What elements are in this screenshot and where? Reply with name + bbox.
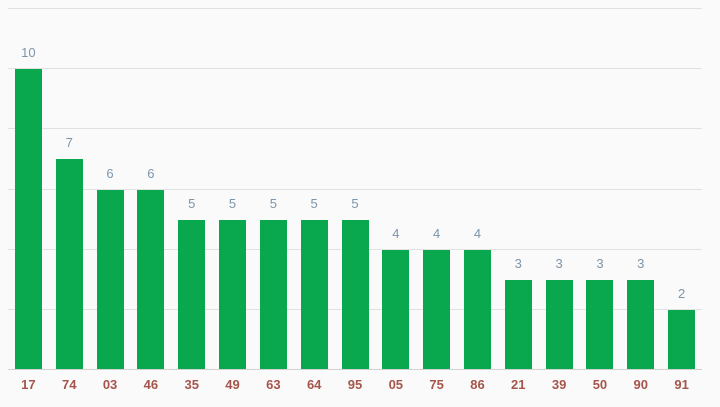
bar-value-label: 5 xyxy=(351,195,359,211)
bar-46[interactable] xyxy=(137,189,165,369)
bar-03[interactable] xyxy=(96,189,124,369)
bar-91[interactable] xyxy=(668,309,696,369)
bar-63[interactable] xyxy=(259,219,287,369)
x-tick-label: 75 xyxy=(429,377,444,392)
x-tick-label: 03 xyxy=(102,377,118,392)
bar-17[interactable] xyxy=(14,69,42,369)
axis-baseline xyxy=(8,369,702,370)
x-tick-label: 39 xyxy=(551,377,567,392)
bar-64[interactable] xyxy=(300,219,328,369)
x-tick-label: 90 xyxy=(633,377,648,392)
bar-value-label: 2 xyxy=(677,285,686,301)
x-axis: 17 74 03 46 35 49 63 64 95 05 75 86 21 39 50 90 91 xyxy=(8,377,702,397)
bar-value-label: 7 xyxy=(65,135,73,151)
bar-value-label: 5 xyxy=(188,195,196,211)
bar-value-label: 5 xyxy=(310,195,318,211)
x-tick-label: 64 xyxy=(306,377,322,392)
bar-21[interactable] xyxy=(504,279,532,369)
bar-86[interactable] xyxy=(463,249,491,369)
x-tick-label: 17 xyxy=(21,377,36,392)
gridline xyxy=(8,8,702,9)
bar-value-label: 6 xyxy=(147,165,155,181)
x-tick-label: 50 xyxy=(592,377,608,392)
plot-area: 10 7 6 6 5 5 5 5 5 4 4 4 3 3 3 3 2 xyxy=(8,8,702,370)
x-tick-label: 21 xyxy=(511,377,526,392)
x-tick-label: 35 xyxy=(184,377,199,392)
bar-value-label: 3 xyxy=(514,255,522,271)
x-tick-label: 74 xyxy=(62,377,77,392)
x-tick-label: 46 xyxy=(143,377,159,392)
x-tick-label: 86 xyxy=(470,377,485,392)
bar-value-label: 4 xyxy=(392,225,400,241)
bar-value-label: 6 xyxy=(106,165,114,181)
x-tick-label: 91 xyxy=(674,377,689,392)
bar-value-label: 10 xyxy=(21,45,36,61)
bar-value-label: 3 xyxy=(596,255,604,271)
x-tick-label: 63 xyxy=(266,377,281,392)
bar-95[interactable] xyxy=(341,219,369,369)
gridline xyxy=(8,188,702,190)
x-tick-label: 49 xyxy=(225,377,240,392)
bar-35[interactable] xyxy=(178,219,206,369)
bar-value-label: 4 xyxy=(473,225,482,241)
bar-90[interactable] xyxy=(627,279,655,369)
gridline xyxy=(8,128,702,130)
bar-value-label: 3 xyxy=(555,255,563,271)
bar-value-label: 4 xyxy=(433,225,441,241)
bar-50[interactable] xyxy=(586,279,614,369)
x-tick-label: 95 xyxy=(347,377,363,392)
bar-value-label: 3 xyxy=(637,255,645,271)
bar-75[interactable] xyxy=(423,249,451,369)
x-tick-label: 05 xyxy=(388,377,404,392)
gridline xyxy=(8,68,702,70)
bar-value-label: 5 xyxy=(269,195,277,211)
bar-39[interactable] xyxy=(545,279,573,369)
bar-49[interactable] xyxy=(219,219,247,369)
bar-value-label: 5 xyxy=(228,195,237,211)
bar-05[interactable] xyxy=(382,249,410,369)
bar-74[interactable] xyxy=(55,159,83,369)
